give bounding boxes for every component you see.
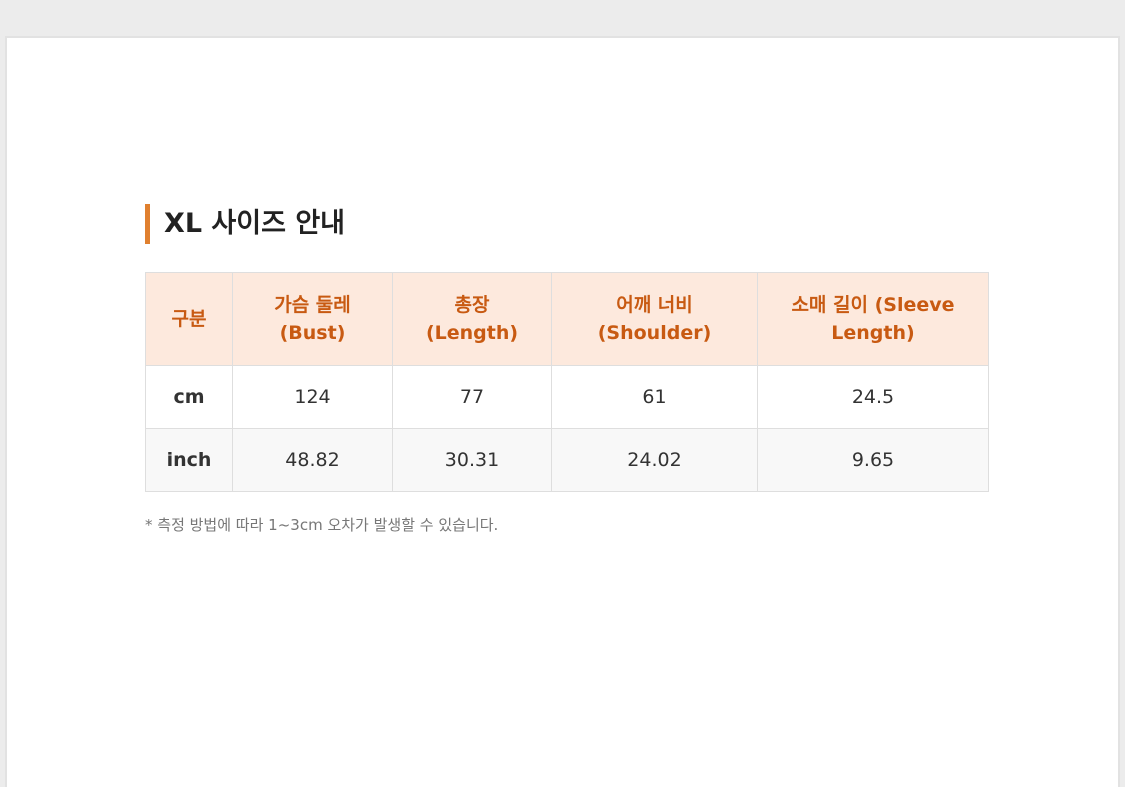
row-label: cm <box>145 365 233 429</box>
row-label: inch <box>145 428 233 492</box>
header-text: 구분 <box>171 308 207 330</box>
header-cell: 소매 길이 (Sleeve Length) <box>757 272 989 366</box>
table-cell: 24.5 <box>757 365 989 429</box>
header-text: (Bust) <box>279 322 346 344</box>
table-cell: 9.65 <box>757 428 989 492</box>
header-text: (Length) <box>425 322 519 344</box>
footnote: * 측정 방법에 따라 1~3cm 오차가 발생할 수 있습니다. <box>145 516 499 534</box>
header-cell: 총장 (Length) <box>392 272 552 366</box>
table-row: cm 124 77 61 24.5 <box>145 365 989 429</box>
document-page: XL 사이즈 안내 구분 가슴 둘레 (Bust) 총장 (Length) 어깨 너비 (S… <box>5 36 1120 787</box>
table-row: inch 48.82 30.31 24.02 9.65 <box>145 428 989 492</box>
table-cell: 61 <box>551 365 758 429</box>
header-cell: 가슴 둘레 (Bust) <box>232 272 393 366</box>
header-text: 총장 <box>454 294 490 316</box>
size-table: 구분 가슴 둘레 (Bust) 총장 (Length) 어깨 너비 (Shoulder) 소매… <box>145 272 989 492</box>
header-row: 구분 가슴 둘레 (Bust) 총장 (Length) 어깨 너비 (Shoulder) 소매… <box>145 272 989 366</box>
header-text: 가슴 둘레 <box>274 294 351 316</box>
header-text: 소매 길이 (Sleeve <box>791 294 955 316</box>
table-body: cm 124 77 61 24.5 inch 48.82 30.31 24.02 9.65 <box>145 365 989 492</box>
header-text: (Shoulder) <box>597 322 712 344</box>
table-cell: 124 <box>232 365 393 429</box>
section-title: XL 사이즈 안내 <box>145 204 345 244</box>
table-cell: 24.02 <box>551 428 758 492</box>
header-cell: 어깨 너비 (Shoulder) <box>551 272 758 366</box>
header-cell: 구분 <box>145 272 233 366</box>
table-cell: 30.31 <box>392 428 552 492</box>
header-text: Length) <box>831 322 915 344</box>
header-text: 어깨 너비 <box>616 294 693 316</box>
table-cell: 48.82 <box>232 428 393 492</box>
table-cell: 77 <box>392 365 552 429</box>
